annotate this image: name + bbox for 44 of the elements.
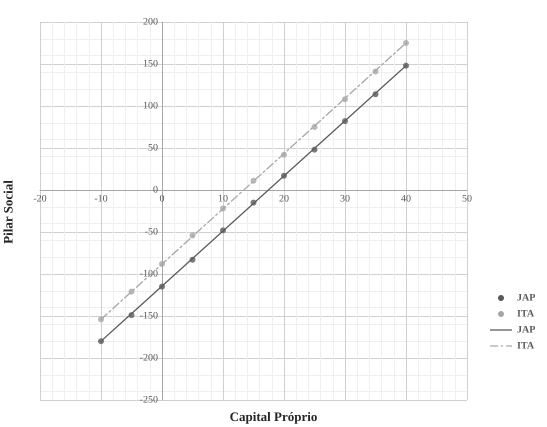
point — [190, 232, 196, 238]
point — [312, 146, 318, 153]
point — [250, 178, 256, 184]
x-tick-label: 20 — [279, 194, 289, 204]
x-tick-label: -20 — [33, 194, 47, 204]
point — [190, 256, 196, 263]
point — [372, 91, 378, 98]
x-axis-title: Capital Próprio — [230, 409, 318, 424]
y-tick-label: -150 — [140, 310, 158, 322]
y-axis-title: Pilar Social — [0, 180, 16, 244]
legend-label: JAP — [517, 324, 536, 336]
point — [312, 124, 318, 130]
point — [281, 152, 287, 158]
legend-label: JAP — [517, 292, 536, 304]
y-tick-label: -250 — [140, 394, 158, 406]
point — [403, 62, 409, 69]
point — [220, 227, 226, 234]
y-tick-label: 200 — [143, 16, 158, 28]
point — [342, 96, 348, 102]
point — [159, 260, 165, 267]
x-tick-label: 10 — [218, 194, 228, 204]
point — [159, 284, 165, 290]
y-tick-label: -50 — [144, 226, 158, 238]
y-tick-label: 50 — [148, 142, 158, 154]
y-tick-label: -200 — [140, 352, 158, 364]
point — [342, 118, 348, 124]
point — [250, 200, 256, 206]
point — [372, 68, 378, 75]
legend-label: ITA — [517, 340, 535, 352]
point — [98, 316, 104, 322]
y-tick-label: 0 — [153, 184, 158, 196]
point — [281, 172, 287, 179]
point — [128, 312, 134, 318]
point — [128, 288, 134, 295]
x-tick-label: -10 — [94, 194, 108, 204]
legend-label: ITA — [517, 308, 535, 320]
y-tick-label: 150 — [143, 58, 158, 70]
point — [98, 338, 104, 344]
y-tick-label: 100 — [143, 100, 158, 112]
x-tick-label: 30 — [340, 194, 350, 204]
point — [220, 205, 226, 212]
x-tick-label: 40 — [401, 194, 411, 204]
x-tick-label: 50 — [462, 194, 472, 204]
point — [403, 40, 409, 46]
